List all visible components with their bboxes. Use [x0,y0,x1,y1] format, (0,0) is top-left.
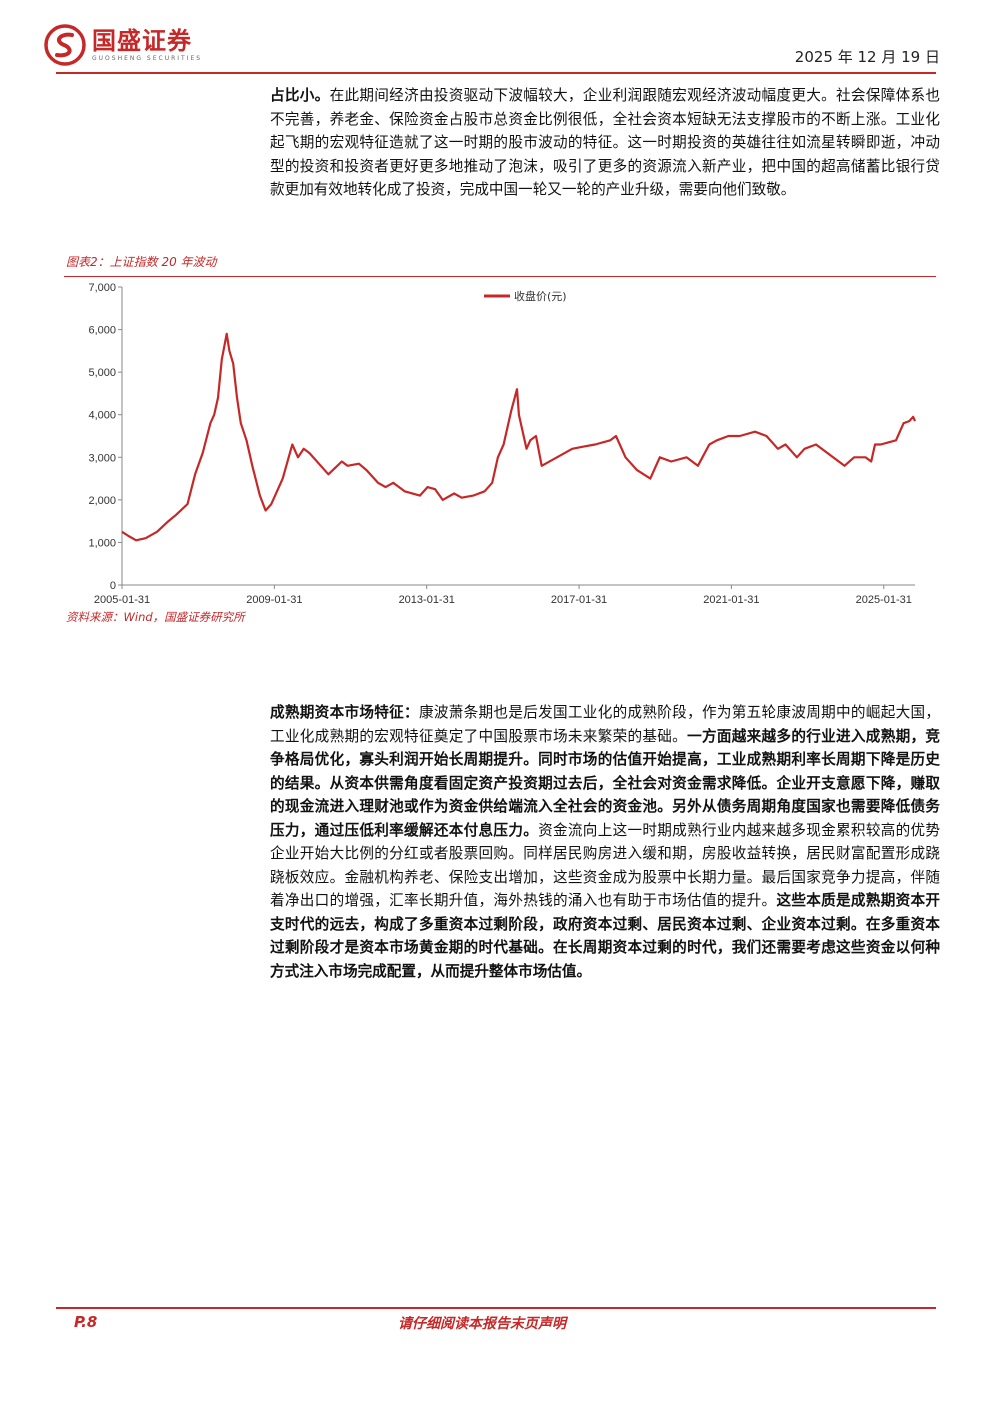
y-tick-label: 7,000 [88,282,116,294]
y-tick-label: 4,000 [88,410,116,422]
page-header: 国盛证券 GUOSHENG SECURITIES 2025 年 12 月 19 … [44,20,948,70]
header-divider [56,72,936,74]
body-paragraph-2: 成熟期资本市场特征：康波萧条期也是后发国工业化的成熟阶段，作为第五轮康波周期中的… [270,701,940,983]
x-tick-label: 2017-01-31 [551,594,607,606]
figure-title: 图表2：上证指数 20 年波动 [66,255,217,269]
brand-logo: 国盛证券 GUOSHENG SECURITIES [44,24,202,66]
paragraph-text-2: 资金流向上这一时期成熟行业内越来越多现金累积较高的优势企业开始大比例的分红或者股… [270,821,940,910]
y-tick-label: 6,000 [88,325,116,337]
index-line-chart: 0 1,000 2,000 3,000 4,000 5,000 6,000 7,000 2005… [88,282,917,606]
y-tick-label: 5,000 [88,367,116,379]
x-tick-label: 2005-01-31 [94,594,150,606]
figure-divider [64,276,936,277]
paragraph-text-1: 康波萧条期也是后发国工业化的成熟阶段，作为第五轮康波周期中的崛起大国，工业化成熟… [270,704,940,745]
x-tick-label: 2013-01-31 [399,594,455,606]
paragraph-bold-2: 这些本质是成熟期资本开支时代的远去，构成了多重资本过剩阶段，政府资本过剩、居民资… [270,892,940,980]
paragraph-lead: 成熟期资本市场特征： [270,704,419,721]
brand-name-en: GUOSHENG SECURITIES [92,55,203,62]
y-tick-label: 2,000 [88,495,116,507]
x-tick-label: 2021-01-31 [703,594,759,606]
figure-source: 资料来源：Wind，国盛证券研究所 [66,610,245,624]
paragraph-text: 在此期间经济由投资驱动下波幅较大，企业利润跟随宏观经济波动幅度更大。社会保障体系… [270,87,940,198]
brand-logo-icon [44,24,86,66]
report-date: 2025 年 12 月 19 日 [794,48,940,66]
y-tick-label: 1,000 [88,537,116,549]
y-tick-label: 3,000 [88,452,116,464]
footer-divider [56,1307,936,1309]
x-tick-label: 2025-01-31 [856,594,912,606]
legend-label: 收盘价(元) [514,289,567,303]
y-tick-label: 0 [110,580,116,592]
paragraph-lead: 占比小。 [270,87,330,104]
x-tick-label: 2009-01-31 [246,594,302,606]
footer-disclaimer: 请仔细阅读本报告末页声明 [398,1316,566,1332]
body-paragraph-1: 占比小。在此期间经济由投资驱动下波幅较大，企业利润跟随宏观经济波动幅度更大。社会… [270,84,940,202]
paragraph-bold-1: 一方面越来越多的行业进入成熟期，竞争格局优化，寡头利润开始长周期提升。同时市场的… [270,727,940,839]
series-line [121,332,917,542]
page-number: P.8 [74,1313,98,1331]
brand-name-cn: 国盛证券 [92,27,192,55]
